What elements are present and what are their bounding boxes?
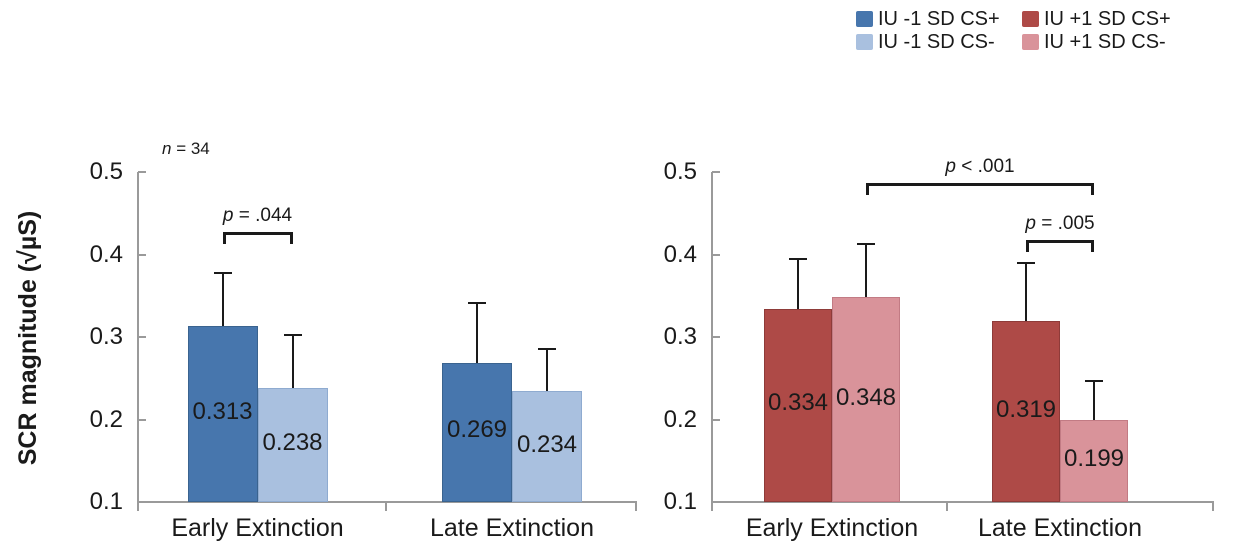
y-axis-tick — [712, 253, 720, 256]
legend-swatch-iu-minus1-cs-plus — [856, 11, 873, 27]
legend-item-iu-plus1-cs-plus: IU +1 SD CS+ — [1022, 8, 1171, 30]
legend-label: IU +1 SD CS- — [1044, 31, 1166, 53]
significance-bracket-end — [1091, 182, 1094, 195]
x-axis-tick — [384, 502, 387, 511]
y-axis-tick — [138, 336, 146, 338]
error-bar — [1025, 262, 1027, 322]
error-bar — [221, 272, 224, 327]
legend-label: IU +1 SD CS+ — [1044, 8, 1171, 30]
bar-value-label: 0.238 — [262, 429, 323, 457]
bar — [187, 326, 258, 502]
y-tick-label: 0.1 — [663, 488, 697, 515]
legend-item-iu-minus1-cs-plus: IU -1 SD CS+ — [856, 8, 1000, 30]
y-axis-tick — [138, 253, 146, 256]
y-tick-label: 0.5 — [89, 158, 123, 185]
bar-value-label: 0.319 — [995, 395, 1057, 423]
bar — [1060, 420, 1128, 502]
bar — [832, 297, 900, 502]
significance-label: p = .005 — [975, 213, 1145, 235]
legend-item-iu-plus1-cs-minus: IU +1 SD CS- — [1022, 31, 1166, 53]
significance-bracket-line — [1026, 239, 1094, 243]
y-tick-label: 0.3 — [89, 323, 123, 350]
x-category-label: Late Extinction — [430, 514, 594, 542]
significance-p-symbol: p — [222, 205, 234, 227]
x-category-label: Early Extinction — [171, 514, 344, 542]
bar-value-label: 0.334 — [767, 389, 829, 417]
x-axis-line — [138, 501, 637, 503]
x-axis-tick — [635, 502, 637, 511]
bar-value-label: 0.348 — [835, 383, 897, 411]
significance-bracket-end — [289, 232, 293, 245]
x-category-label: Late Extinction — [978, 514, 1142, 542]
error-bar — [546, 349, 548, 392]
sample-size-symbol: n — [162, 139, 172, 158]
y-tick-label: 0.5 — [663, 158, 697, 185]
significance-p-value: < .001 — [955, 155, 1015, 177]
significance-label: p < .001 — [895, 156, 1065, 178]
sample-size-value: = 34 — [171, 139, 210, 158]
y-tick-label: 0.2 — [663, 405, 697, 433]
significance-bracket-end — [866, 182, 869, 195]
error-bar — [797, 258, 799, 309]
significance-bracket-end — [1091, 239, 1094, 252]
significance-label: p = .044 — [173, 205, 343, 227]
bar-value-label: 0.313 — [192, 398, 253, 426]
x-axis-tick — [1212, 502, 1214, 511]
y-axis-tick — [712, 171, 720, 173]
significance-bracket-end — [1026, 239, 1029, 252]
bar — [992, 321, 1060, 502]
y-axis-tick — [712, 336, 720, 338]
significance-bracket-end — [222, 232, 226, 245]
y-axis-line — [137, 172, 139, 511]
bar-value-label: 0.199 — [1063, 445, 1125, 473]
significance-p-symbol: p — [945, 155, 956, 177]
legend-swatch-iu-plus1-cs-minus — [1022, 34, 1039, 50]
bar — [764, 308, 832, 502]
legend-swatch-iu-minus1-cs-minus — [856, 34, 873, 50]
sample-size-note: n = 34 — [162, 139, 210, 159]
error-bar-cap — [789, 257, 807, 260]
error-bar-cap — [213, 271, 232, 274]
legend-item-iu-minus1-cs-minus: IU -1 SD CS- — [856, 31, 995, 53]
bar-value-label: 0.269 — [446, 416, 508, 444]
significance-p-symbol: p — [1025, 212, 1036, 234]
y-axis-tick — [712, 418, 720, 421]
y-tick-label: 0.1 — [89, 488, 123, 515]
significance-p-value: = .005 — [1035, 212, 1095, 234]
y-axis-tick — [138, 171, 146, 173]
y-axis-line — [711, 172, 713, 511]
error-bar — [1093, 380, 1095, 421]
error-bar-cap — [1017, 261, 1035, 264]
y-axis-tick — [138, 418, 146, 421]
x-axis-line — [712, 501, 1214, 503]
x-category-label: Early Extinction — [745, 514, 919, 542]
error-bar-cap — [1085, 379, 1103, 382]
error-bar-cap — [283, 334, 302, 337]
bar — [257, 388, 328, 502]
y-tick-label: 0.4 — [89, 240, 123, 268]
error-bar — [291, 335, 294, 389]
y-tick-label: 0.4 — [663, 240, 697, 268]
significance-p-value: = .044 — [233, 205, 293, 227]
legend-swatch-iu-plus1-cs-plus — [1022, 11, 1039, 27]
significance-bracket-line — [222, 232, 293, 236]
y-tick-label: 0.2 — [89, 405, 123, 433]
legend-label: IU -1 SD CS- — [878, 31, 995, 53]
significance-bracket-line — [866, 182, 1094, 186]
x-axis-tick — [946, 502, 948, 511]
error-bar-cap — [468, 302, 486, 305]
legend-label: IU -1 SD CS+ — [878, 8, 1000, 30]
y-tick-label: 0.3 — [663, 323, 697, 350]
error-bar — [865, 243, 867, 298]
bar — [442, 362, 512, 502]
error-bar — [476, 303, 478, 363]
error-bar-cap — [538, 348, 556, 351]
error-bar-cap — [857, 242, 875, 245]
bar — [512, 391, 582, 502]
bar-value-label: 0.234 — [516, 430, 578, 458]
